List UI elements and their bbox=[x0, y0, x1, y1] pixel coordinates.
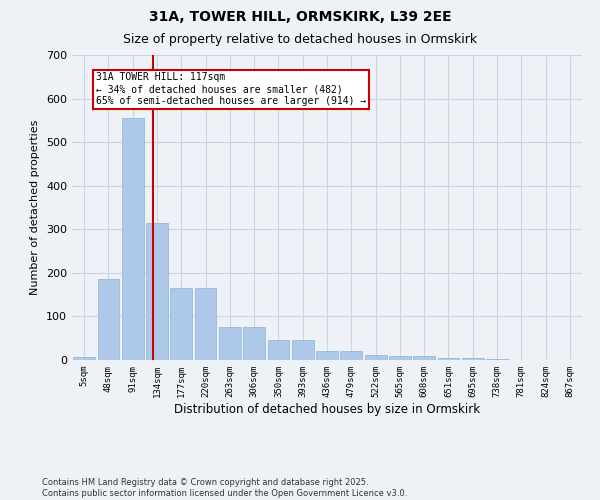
Bar bbox=[340, 352, 362, 360]
Bar bbox=[268, 340, 289, 360]
Bar bbox=[413, 356, 435, 360]
Bar bbox=[316, 352, 338, 360]
Text: 31A, TOWER HILL, ORMSKIRK, L39 2EE: 31A, TOWER HILL, ORMSKIRK, L39 2EE bbox=[149, 10, 451, 24]
Text: Size of property relative to detached houses in Ormskirk: Size of property relative to detached ho… bbox=[123, 32, 477, 46]
Bar bbox=[194, 288, 217, 360]
Bar bbox=[170, 288, 192, 360]
Bar bbox=[146, 223, 168, 360]
Bar bbox=[73, 357, 95, 360]
Bar bbox=[462, 358, 484, 360]
Text: 31A TOWER HILL: 117sqm
← 34% of detached houses are smaller (482)
65% of semi-de: 31A TOWER HILL: 117sqm ← 34% of detached… bbox=[96, 72, 367, 106]
Bar bbox=[365, 355, 386, 360]
Bar bbox=[219, 328, 241, 360]
Bar bbox=[292, 340, 314, 360]
Bar bbox=[486, 358, 508, 360]
Bar bbox=[122, 118, 143, 360]
Bar bbox=[389, 356, 411, 360]
Bar bbox=[437, 358, 460, 360]
X-axis label: Distribution of detached houses by size in Ormskirk: Distribution of detached houses by size … bbox=[174, 402, 480, 415]
Y-axis label: Number of detached properties: Number of detached properties bbox=[31, 120, 40, 295]
Bar bbox=[97, 280, 119, 360]
Text: Contains HM Land Registry data © Crown copyright and database right 2025.
Contai: Contains HM Land Registry data © Crown c… bbox=[42, 478, 407, 498]
Bar bbox=[243, 328, 265, 360]
